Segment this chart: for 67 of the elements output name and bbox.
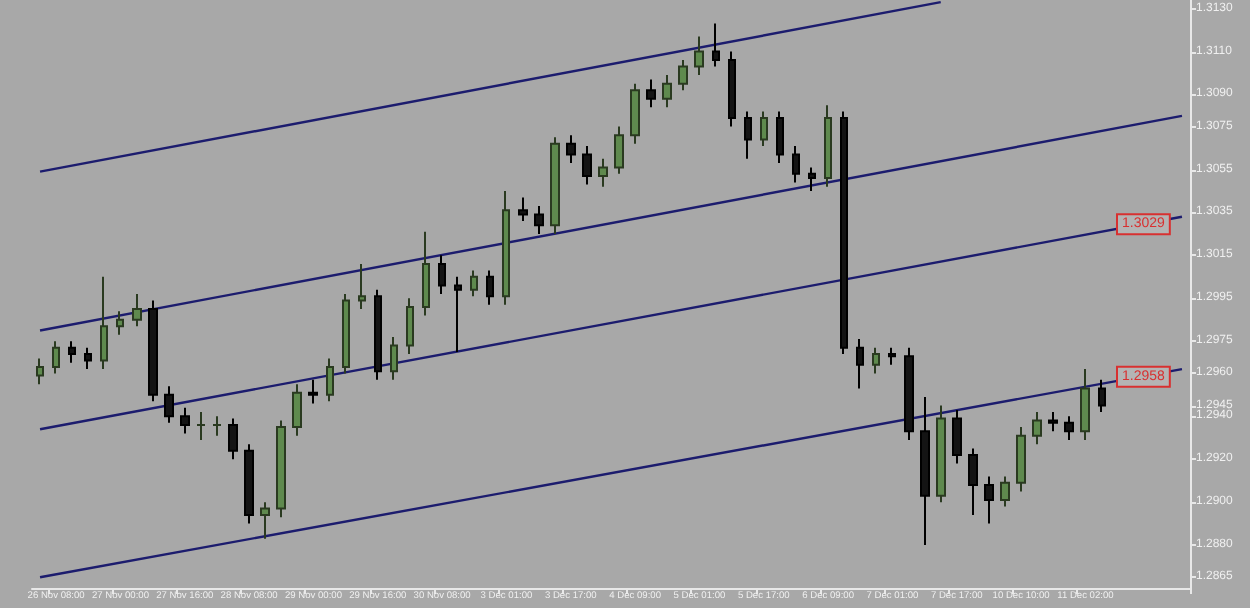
candlestick (694, 35, 704, 77)
candlestick (614, 125, 624, 175)
candlestick (856, 338, 864, 390)
candlestick (164, 385, 174, 424)
candlestick (630, 82, 640, 145)
candlestick (358, 262, 366, 311)
candlestick (1098, 378, 1106, 414)
candlestick (228, 417, 238, 461)
candlestick (196, 411, 206, 441)
candlestick (84, 346, 92, 371)
candlestick (712, 22, 720, 68)
candlestick (276, 419, 286, 519)
candlestick (662, 74, 672, 109)
candlestick (1048, 411, 1058, 433)
candlestick (148, 299, 158, 403)
candlestick (760, 110, 768, 147)
candlestick (422, 230, 430, 317)
candlestick (308, 378, 318, 405)
candlestick (470, 269, 478, 298)
candlestick (968, 447, 978, 517)
candlestick (952, 408, 962, 465)
candlestick (566, 134, 576, 165)
candlestick (776, 110, 784, 165)
candlestick (1080, 368, 1090, 441)
candlestick (52, 340, 60, 375)
candlestick (518, 196, 528, 223)
candlestick (292, 383, 302, 437)
candlestick (550, 136, 560, 235)
candlestick (728, 50, 736, 128)
candlestick (68, 340, 76, 364)
candlestick (502, 189, 510, 306)
candlestick (486, 269, 494, 306)
candlestick (840, 110, 848, 356)
candlestick (342, 293, 350, 375)
candlestick (406, 297, 414, 356)
candlestick (326, 357, 334, 403)
candlestick (598, 157, 608, 188)
candlestick (872, 346, 880, 375)
candlestick (1032, 411, 1042, 446)
candlestick (438, 254, 446, 295)
candlestick (678, 59, 688, 92)
candlestick (1064, 415, 1074, 441)
candlestick (100, 275, 108, 371)
candlestick (454, 275, 462, 353)
candlestick (904, 346, 914, 441)
candlestick (1016, 426, 1026, 493)
candlestick (808, 166, 816, 192)
candlestick (888, 346, 896, 366)
candlestick (920, 396, 930, 547)
candlestick (936, 404, 946, 504)
candlestick (984, 475, 994, 525)
candlestick (792, 144, 800, 184)
candlestick (1000, 475, 1010, 508)
candlestick (36, 357, 44, 386)
candlestick (116, 310, 124, 336)
candlestick (260, 501, 270, 540)
candlestick (824, 104, 832, 188)
candlestick (390, 335, 398, 381)
candlestick (582, 144, 592, 186)
candlestick (132, 293, 142, 328)
candlestick (180, 406, 190, 435)
candlestick (212, 415, 222, 437)
candlestick (744, 110, 752, 160)
candlestick (374, 288, 382, 381)
candlestick (646, 78, 656, 109)
candlestick (534, 205, 544, 235)
candlestick (244, 443, 254, 525)
